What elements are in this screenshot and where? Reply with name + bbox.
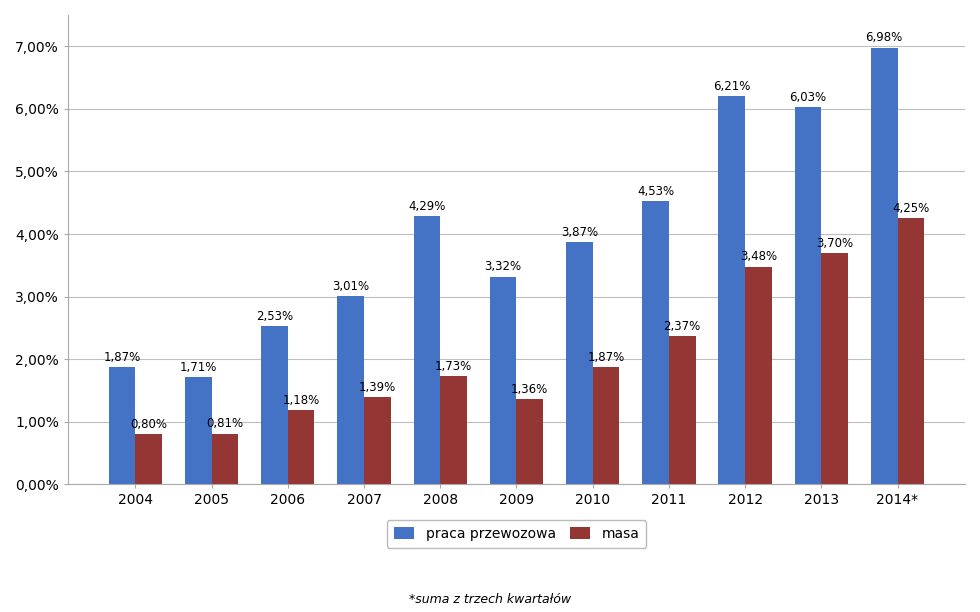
Text: 1,18%: 1,18% xyxy=(282,394,319,408)
Bar xyxy=(516,399,543,484)
Text: 2,53%: 2,53% xyxy=(256,310,293,323)
Text: 4,29%: 4,29% xyxy=(409,200,446,213)
Bar xyxy=(490,277,516,484)
Text: 1,87%: 1,87% xyxy=(104,351,141,364)
Bar xyxy=(642,201,669,484)
Bar xyxy=(566,242,593,484)
Text: 6,21%: 6,21% xyxy=(713,80,751,92)
Text: 0,80%: 0,80% xyxy=(130,418,168,431)
Bar xyxy=(212,434,238,484)
Text: 4,53%: 4,53% xyxy=(637,185,674,198)
Bar xyxy=(795,107,821,484)
Bar xyxy=(185,378,212,484)
Text: 3,01%: 3,01% xyxy=(332,280,369,293)
Text: 4,25%: 4,25% xyxy=(892,202,929,215)
Legend: praca przewozowa, masa: praca przewozowa, masa xyxy=(387,520,646,548)
Bar xyxy=(669,336,696,484)
Bar xyxy=(261,326,288,484)
Bar xyxy=(337,296,364,484)
Text: *suma z trzech kwartałów: *suma z trzech kwartałów xyxy=(409,593,571,606)
Text: 1,36%: 1,36% xyxy=(512,383,549,396)
Text: 3,32%: 3,32% xyxy=(484,261,521,274)
Bar xyxy=(871,48,898,484)
Bar xyxy=(821,253,848,484)
Bar xyxy=(288,411,315,484)
Text: 3,70%: 3,70% xyxy=(816,237,854,250)
Bar xyxy=(364,397,391,484)
Bar xyxy=(109,367,135,484)
Bar xyxy=(135,435,162,484)
Text: 1,87%: 1,87% xyxy=(587,351,624,364)
Text: 1,71%: 1,71% xyxy=(179,361,217,374)
Bar xyxy=(440,376,466,484)
Bar xyxy=(414,216,440,484)
Text: 6,98%: 6,98% xyxy=(865,31,903,45)
Text: 2,37%: 2,37% xyxy=(663,320,701,333)
Text: 6,03%: 6,03% xyxy=(790,91,826,104)
Bar xyxy=(593,367,619,484)
Text: 1,73%: 1,73% xyxy=(435,360,472,373)
Text: 1,39%: 1,39% xyxy=(359,381,396,394)
Text: 3,87%: 3,87% xyxy=(561,226,598,239)
Text: 3,48%: 3,48% xyxy=(740,250,777,263)
Bar xyxy=(898,218,924,484)
Bar xyxy=(745,267,772,484)
Text: 0,81%: 0,81% xyxy=(207,417,243,430)
Bar xyxy=(718,95,745,484)
